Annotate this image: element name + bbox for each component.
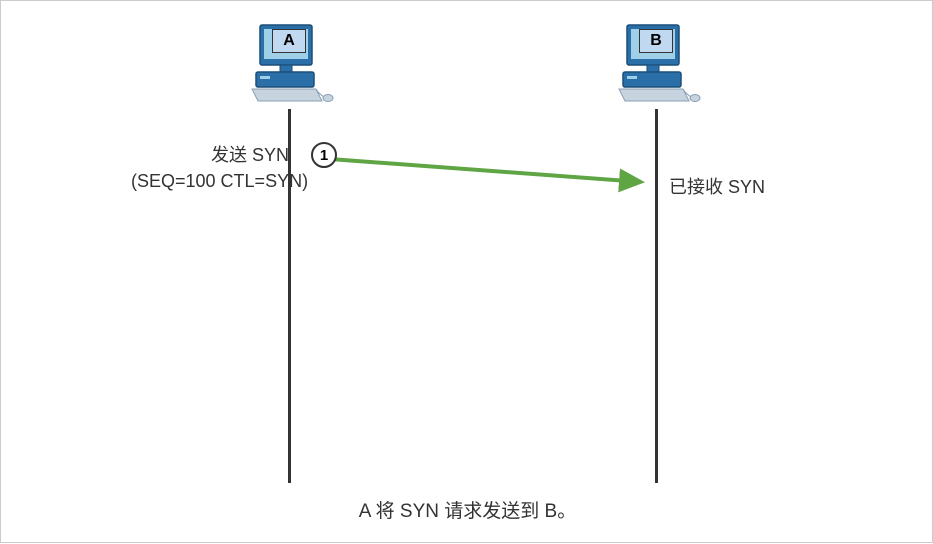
message-arrow-layer	[1, 1, 933, 544]
host-b-label: B	[639, 29, 673, 53]
host-a-label: A	[272, 29, 306, 53]
recv-label: 已接收 SYN	[669, 173, 765, 199]
host-a-label-text: A	[283, 32, 295, 50]
step-number: 1	[320, 147, 328, 164]
lifeline-b	[655, 109, 658, 483]
syn-arrow	[330, 159, 641, 182]
send-label: 发送 SYN	[211, 141, 289, 167]
step-badge: 1	[311, 142, 337, 168]
host-b: B	[611, 21, 701, 106]
handshake-diagram: A B 1 发送 SYN	[0, 0, 933, 543]
send-detail: (SEQ=100 CTL=SYN)	[131, 171, 308, 192]
host-a: A	[244, 21, 334, 106]
diagram-caption: A 将 SYN 请求发送到 B。	[1, 496, 933, 523]
host-b-label-text: B	[650, 32, 662, 50]
